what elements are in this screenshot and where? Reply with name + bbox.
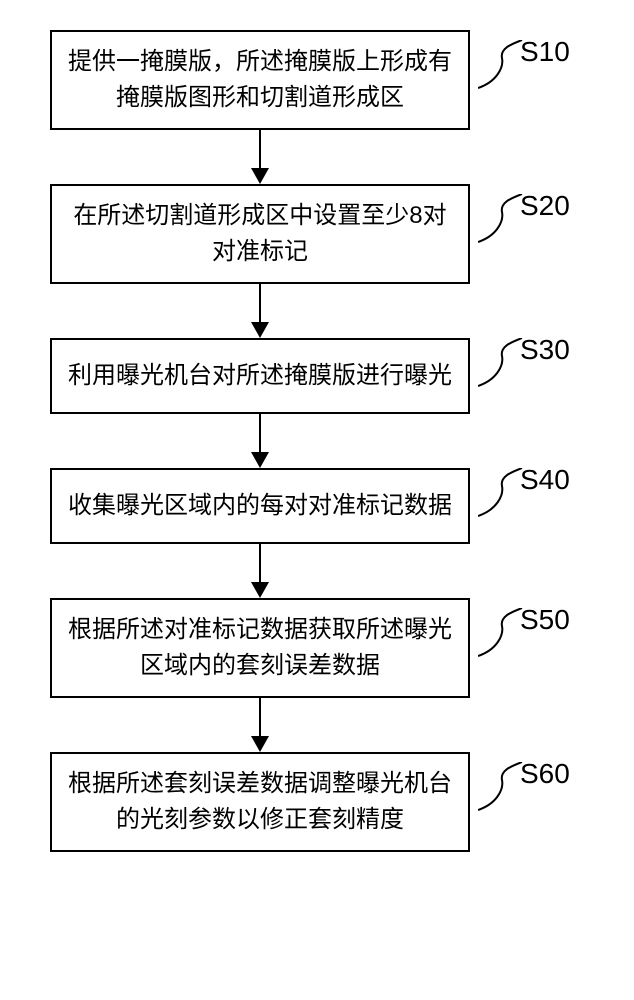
flow-arrow bbox=[50, 284, 470, 338]
step-row-s40: 收集曝光区域内的每对对准标记数据S40 bbox=[0, 468, 634, 544]
label-connector-curve bbox=[478, 338, 528, 390]
label-connector-curve bbox=[478, 468, 528, 520]
flow-arrow bbox=[50, 544, 470, 598]
step-row-s30: 利用曝光机台对所述掩膜版进行曝光S30 bbox=[0, 338, 634, 414]
step-box: 利用曝光机台对所述掩膜版进行曝光 bbox=[50, 338, 470, 414]
step-box: 根据所述对准标记数据获取所述曝光 区域内的套刻误差数据 bbox=[50, 598, 470, 698]
step-box: 收集曝光区域内的每对对准标记数据 bbox=[50, 468, 470, 544]
label-connector-curve bbox=[478, 762, 528, 814]
step-box: 根据所述套刻误差数据调整曝光机台 的光刻参数以修正套刻精度 bbox=[50, 752, 470, 852]
step-row-s50: 根据所述对准标记数据获取所述曝光 区域内的套刻误差数据S50 bbox=[0, 598, 634, 698]
step-box: 提供一掩膜版，所述掩膜版上形成有 掩膜版图形和切割道形成区 bbox=[50, 30, 470, 130]
label-connector-curve bbox=[478, 608, 528, 660]
flowchart: 提供一掩膜版，所述掩膜版上形成有 掩膜版图形和切割道形成区S10 在所述切割道形成… bbox=[0, 0, 634, 852]
step-row-s10: 提供一掩膜版，所述掩膜版上形成有 掩膜版图形和切割道形成区S10 bbox=[0, 30, 634, 130]
label-connector-curve bbox=[478, 194, 528, 246]
step-row-s60: 根据所述套刻误差数据调整曝光机台 的光刻参数以修正套刻精度S60 bbox=[0, 752, 634, 852]
flow-arrow bbox=[50, 130, 470, 184]
flow-arrow bbox=[50, 414, 470, 468]
step-row-s20: 在所述切割道形成区中设置至少8对 对准标记S20 bbox=[0, 184, 634, 284]
label-connector-curve bbox=[478, 40, 528, 92]
step-box: 在所述切割道形成区中设置至少8对 对准标记 bbox=[50, 184, 470, 284]
flow-arrow bbox=[50, 698, 470, 752]
